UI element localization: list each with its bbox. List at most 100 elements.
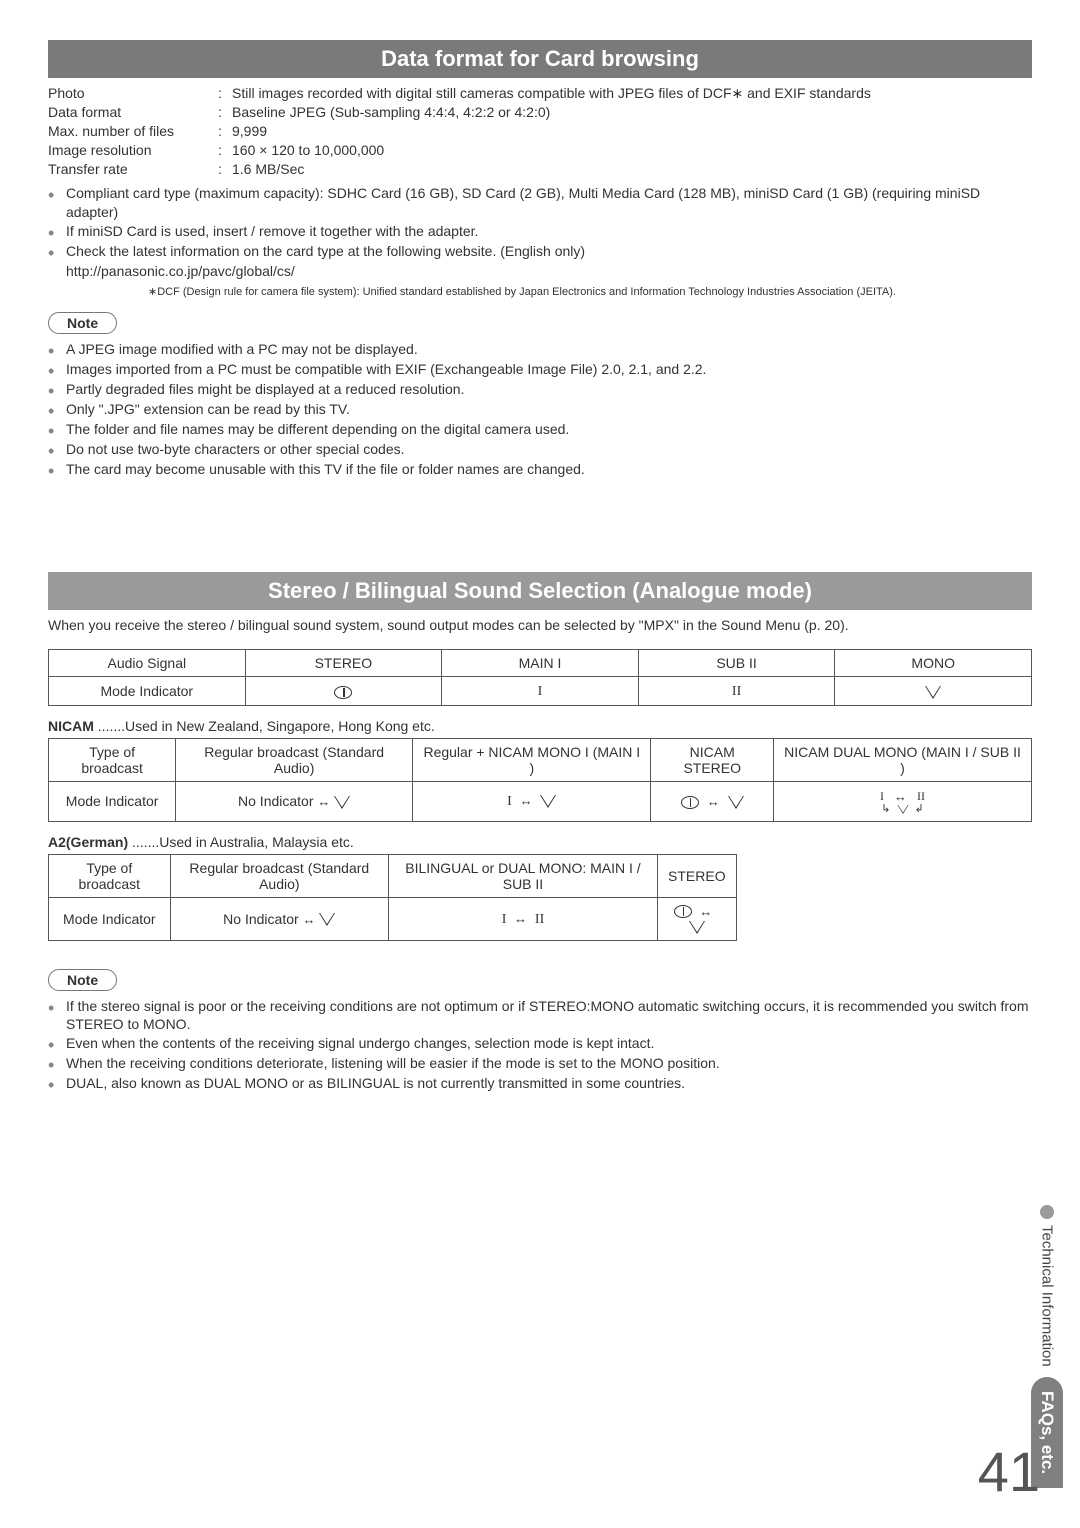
- bullet-item: •Images imported from a PC must be compa…: [48, 360, 1032, 380]
- bullet-item: •Check the latest information on the car…: [48, 242, 1032, 262]
- bullet-item: •When the receiving conditions deteriora…: [48, 1054, 1032, 1074]
- dcf-footnote: ∗DCF (Design rule for camera file system…: [48, 285, 1032, 298]
- spec-value: 1.6 MB/Sec: [232, 160, 1032, 179]
- nicam-rest: .......Used in New Zealand, Singapore, H…: [94, 718, 435, 734]
- bullet-item: •The folder and file names may be differ…: [48, 420, 1032, 440]
- mono-triangle-icon: [319, 913, 335, 926]
- arrow-icon: ↔: [514, 911, 527, 926]
- main-i-icon: I: [502, 912, 507, 927]
- bullet-text: Images imported from a PC must be compat…: [66, 360, 1032, 380]
- a2-bold: A2(German): [48, 834, 128, 850]
- bullet-text: Compliant card type (maximum capacity): …: [66, 184, 1032, 222]
- colon: :: [218, 84, 232, 103]
- dual-mono-combo-icon: I↔II ↳↲: [880, 790, 925, 816]
- no-indicator-text: No Indicator: [238, 793, 313, 809]
- stereo-icon: [681, 796, 699, 809]
- bullet-list: •Compliant card type (maximum capacity):…: [48, 184, 1032, 281]
- bullet-dot-icon: •: [48, 1074, 66, 1094]
- mono-triangle-icon: [728, 796, 744, 809]
- a2-caption: A2(German) .......Used in Australia, Mal…: [48, 834, 1032, 850]
- table-cell: Regular + NICAM MONO I (MAIN I ): [413, 739, 651, 782]
- note-bullet-list: •If the stereo signal is poor or the rec…: [48, 997, 1032, 1095]
- table-row: Mode Indicator No Indicator ↔ I ↔ ↔ I↔II…: [49, 782, 1032, 822]
- table-cell: MONO: [835, 650, 1032, 677]
- table-row: Type of broadcast Regular broadcast (Sta…: [49, 854, 737, 897]
- bullet-dot-icon: •: [48, 420, 66, 440]
- bullet-text: Only ".JPG" extension can be read by thi…: [66, 400, 1032, 420]
- table-cell: I: [442, 677, 639, 706]
- table-cell: Mode Indicator: [49, 677, 246, 706]
- main-i-icon: I: [507, 794, 512, 809]
- mono-triangle-icon: [334, 796, 350, 809]
- table-cell: Mode Indicator: [49, 782, 176, 822]
- bullet-item: •A JPEG image modified with a PC may not…: [48, 340, 1032, 360]
- bullet-item: •If the stereo signal is poor or the rec…: [48, 997, 1032, 1035]
- spec-label: Image resolution: [48, 141, 218, 160]
- table-cell: STEREO: [245, 650, 442, 677]
- bullet-dot-icon: •: [48, 440, 66, 460]
- table-cell: Regular broadcast (Standard Audio): [170, 854, 389, 897]
- table-cell: No Indicator ↔: [176, 782, 413, 822]
- main-i-icon: I: [538, 684, 543, 699]
- spec-row: Image resolution : 160 × 120 to 10,000,0…: [48, 141, 1032, 160]
- page-number: 41: [978, 1439, 1040, 1504]
- section-header-data-format: Data format for Card browsing: [48, 40, 1032, 78]
- bullet-item: •Only ".JPG" extension can be read by th…: [48, 400, 1032, 420]
- table-cell: [245, 677, 442, 706]
- bullet-item: •Even when the contents of the receiving…: [48, 1034, 1032, 1054]
- table-cell: [835, 677, 1032, 706]
- table-cell: ↔: [651, 782, 774, 822]
- spec-row: Max. number of files : 9,999: [48, 122, 1032, 141]
- bullet-text: Check the latest information on the card…: [66, 242, 1032, 262]
- bullet-text: If miniSD Card is used, insert / remove …: [66, 222, 1032, 242]
- table-cell: I↔II ↳↲: [774, 782, 1032, 822]
- bullet-text: When the receiving conditions deteriorat…: [66, 1054, 1032, 1074]
- sub-ii-icon: II: [732, 684, 741, 699]
- table-cell: SUB II: [638, 650, 835, 677]
- nicam-table: Type of broadcast Regular broadcast (Sta…: [48, 738, 1032, 822]
- table-cell: I ↔: [413, 782, 651, 822]
- bullet-item: •Compliant card type (maximum capacity):…: [48, 184, 1032, 222]
- table-cell: MAIN I: [442, 650, 639, 677]
- table-cell: NICAM STEREO: [651, 739, 774, 782]
- bullet-text: Partly degraded files might be displayed…: [66, 380, 1032, 400]
- bullet-item: •Do not use two-byte characters or other…: [48, 440, 1032, 460]
- mono-triangle-icon: [689, 921, 705, 934]
- table-cell: I ↔ II: [389, 897, 658, 940]
- stereo-icon: [334, 686, 352, 699]
- arrow-icon: ↔: [317, 794, 330, 809]
- table-cell: II: [638, 677, 835, 706]
- table-cell: Audio Signal: [49, 650, 246, 677]
- spec-value: 160 × 120 to 10,000,000: [232, 141, 1032, 160]
- no-indicator-text: No Indicator: [223, 911, 298, 927]
- arrow-icon: ↔: [707, 794, 720, 809]
- spec-label: Data format: [48, 103, 218, 122]
- table-cell: ↔: [657, 897, 736, 940]
- spec-row: Photo : Still images recorded with digit…: [48, 84, 1032, 103]
- spec-value: 9,999: [232, 122, 1032, 141]
- bullet-text: The folder and file names may be differe…: [66, 420, 1032, 440]
- note-capsule: Note: [48, 312, 117, 334]
- nicam-caption: NICAM .......Used in New Zealand, Singap…: [48, 718, 1032, 734]
- spec-value: Baseline JPEG (Sub-sampling 4:4:4, 4:2:2…: [232, 103, 1032, 122]
- bullet-dot-icon: •: [48, 1054, 66, 1074]
- spec-list: Photo : Still images recorded with digit…: [48, 84, 1032, 178]
- audio-signal-table: Audio Signal STEREO MAIN I SUB II MONO M…: [48, 649, 1032, 706]
- arrow-icon: ↔: [520, 793, 533, 808]
- bullet-text: Do not use two-byte characters or other …: [66, 440, 1032, 460]
- sub-ii-icon: II: [535, 912, 544, 927]
- note-capsule: Note: [48, 969, 117, 991]
- bullet-item: •The card may become unusable with this …: [48, 460, 1032, 480]
- a2-table: Type of broadcast Regular broadcast (Sta…: [48, 854, 737, 941]
- section-header-stereo: Stereo / Bilingual Sound Selection (Anal…: [48, 572, 1032, 610]
- mono-triangle-icon: [540, 795, 556, 808]
- bullet-dot-icon: •: [48, 1034, 66, 1054]
- arrow-icon: ↔: [699, 904, 712, 919]
- bullet-text: Even when the contents of the receiving …: [66, 1034, 1032, 1054]
- table-cell: Type of broadcast: [49, 854, 171, 897]
- table-cell: NICAM DUAL MONO (MAIN I / SUB II ): [774, 739, 1032, 782]
- sidebar-text: Technical Information: [1039, 1225, 1056, 1367]
- stereo-icon: [674, 905, 692, 918]
- bullet-text: The card may become unusable with this T…: [66, 460, 1032, 480]
- bullet-item: •Partly degraded files might be displaye…: [48, 380, 1032, 400]
